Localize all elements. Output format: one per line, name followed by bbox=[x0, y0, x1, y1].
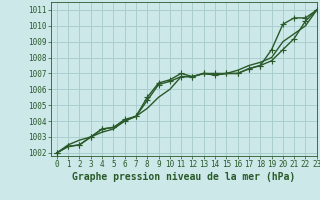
X-axis label: Graphe pression niveau de la mer (hPa): Graphe pression niveau de la mer (hPa) bbox=[72, 172, 296, 182]
